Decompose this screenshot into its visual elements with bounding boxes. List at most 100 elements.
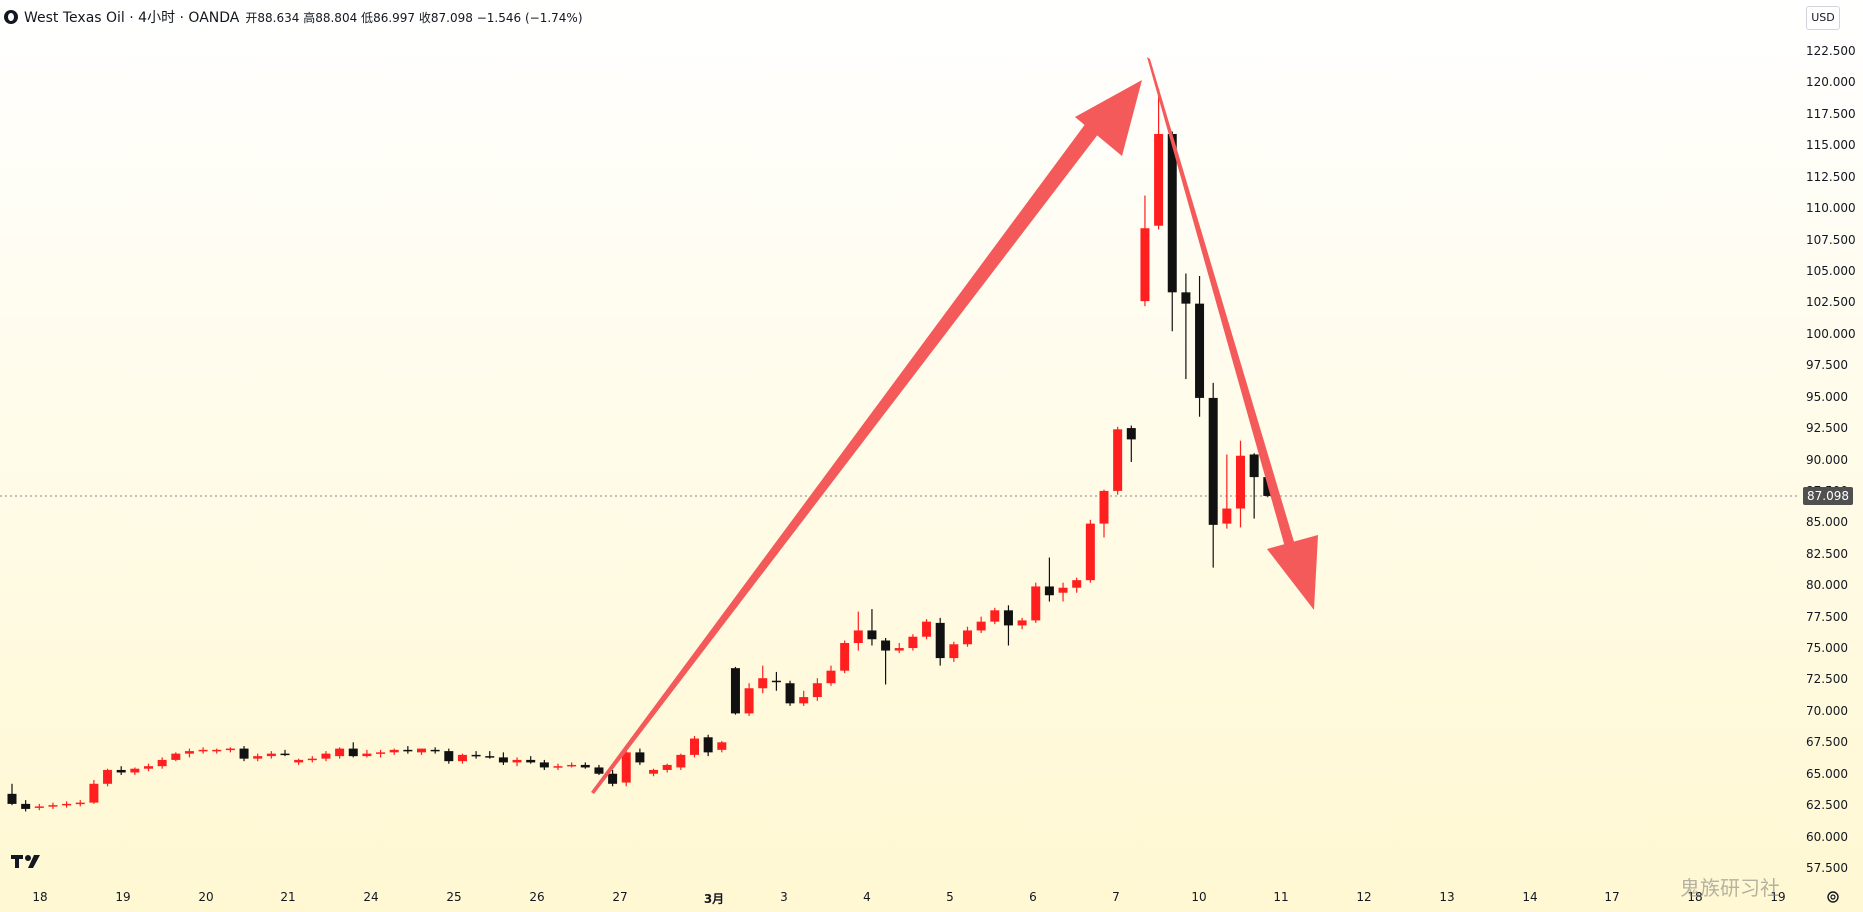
price-tick-label: 112.500 (1806, 169, 1856, 184)
candle-body (881, 640, 891, 651)
tradingview-logo-icon[interactable] (10, 853, 46, 869)
candle (894, 643, 904, 654)
candle-body (198, 749, 208, 752)
candle-body (376, 752, 386, 754)
candle-body (103, 769, 113, 784)
candle (1167, 131, 1177, 332)
time-scale[interactable]: 18 19 20 21 24 25 26 27 3月 3 4 5 6 7 10 11 12 13 14 17 18 19 (0, 882, 1800, 912)
candle (75, 800, 85, 807)
candle-body (116, 769, 126, 773)
candle-body (539, 762, 549, 768)
candle-body (89, 783, 99, 803)
candle (867, 609, 877, 646)
candle-body (444, 751, 454, 762)
candle-body (212, 749, 222, 752)
candle (1208, 382, 1218, 568)
candle (212, 748, 222, 754)
candle-body (553, 766, 563, 768)
candle (744, 683, 754, 716)
candle-body (1140, 228, 1150, 302)
candle (758, 665, 768, 694)
time-tick-label: 13 (1439, 890, 1455, 904)
candle-body (703, 737, 713, 753)
candle-body (335, 748, 345, 757)
currency-button[interactable]: USD (1806, 6, 1840, 30)
candle-body (403, 749, 413, 752)
candle (649, 768, 659, 777)
candle-body (417, 748, 426, 753)
chart-header: West Texas Oil · 4小时 · OANDA 开88.634 高88… (4, 7, 583, 27)
candle-body (1113, 429, 1123, 491)
candle-body (799, 697, 809, 704)
close-label: 收 (418, 10, 431, 25)
candle (1181, 273, 1191, 380)
candle-body (280, 753, 290, 756)
candle (963, 626, 972, 647)
time-tick-label: 27 (612, 890, 628, 904)
time-tick-label: 12 (1356, 890, 1372, 904)
price-tick-label: 120.000 (1806, 75, 1856, 90)
candle-body (662, 764, 672, 770)
candle (1017, 617, 1027, 630)
price-tick-label: 62.500 (1806, 798, 1848, 813)
price-scale[interactable]: 122.500 120.000 117.500 115.000 112.500 110.0… (1800, 0, 1863, 882)
candle (130, 767, 140, 775)
price-tick-label: 70.000 (1806, 703, 1848, 718)
low-value: 86.997 (373, 10, 416, 25)
candle (253, 753, 263, 762)
candle-body (362, 753, 372, 757)
candle (1099, 489, 1109, 538)
candle-body (239, 748, 249, 759)
candle-body (321, 753, 331, 759)
candle (444, 748, 454, 764)
price-tick-label: 65.000 (1806, 766, 1848, 781)
price-tick-label: 72.500 (1806, 672, 1848, 687)
current-price-badge: 87.098 (1803, 486, 1853, 505)
time-tick-label: 20 (198, 890, 214, 904)
candle-body (130, 768, 140, 773)
candle (676, 753, 686, 770)
candle (526, 756, 536, 764)
candle (171, 752, 181, 762)
low-label: 低 (361, 10, 374, 25)
candle-body (485, 756, 495, 758)
symbol-title[interactable]: West Texas Oil · 4小时 · OANDA (24, 10, 240, 26)
time-tick-label: 10 (1191, 890, 1207, 904)
candle (1249, 453, 1259, 519)
time-tick-label: 19 (115, 890, 131, 904)
gear-icon[interactable] (1826, 890, 1840, 904)
candle-body (266, 753, 276, 757)
candle-body (21, 803, 31, 809)
candle (580, 762, 590, 769)
candle (103, 768, 113, 787)
candle (471, 751, 481, 759)
price-tick-label: 85.000 (1806, 515, 1848, 530)
watermark-text: 鬼族研习社 (1680, 876, 1780, 900)
candle (690, 736, 699, 758)
candle (908, 634, 918, 651)
candle-body (840, 643, 850, 671)
candle-body (62, 803, 72, 806)
candle (1003, 605, 1013, 646)
time-tick-label: 5 (946, 890, 954, 904)
up-arrow-body (591, 123, 1099, 794)
time-tick-label: 25 (446, 890, 462, 904)
open-label: 开 (245, 10, 258, 25)
candle-body (1058, 587, 1068, 593)
candle (184, 748, 194, 758)
candle (1140, 195, 1150, 307)
candle (294, 758, 304, 765)
candle-body (894, 648, 904, 651)
candle (608, 769, 618, 787)
high-label: 高 (303, 10, 316, 25)
candle-body (867, 630, 877, 640)
candle-body (771, 680, 781, 683)
candle-body (594, 767, 604, 774)
time-tick-label: 6 (1029, 890, 1037, 904)
candle-body (348, 748, 358, 757)
price-tick-label: 115.000 (1806, 138, 1856, 153)
candle-body (608, 773, 618, 784)
